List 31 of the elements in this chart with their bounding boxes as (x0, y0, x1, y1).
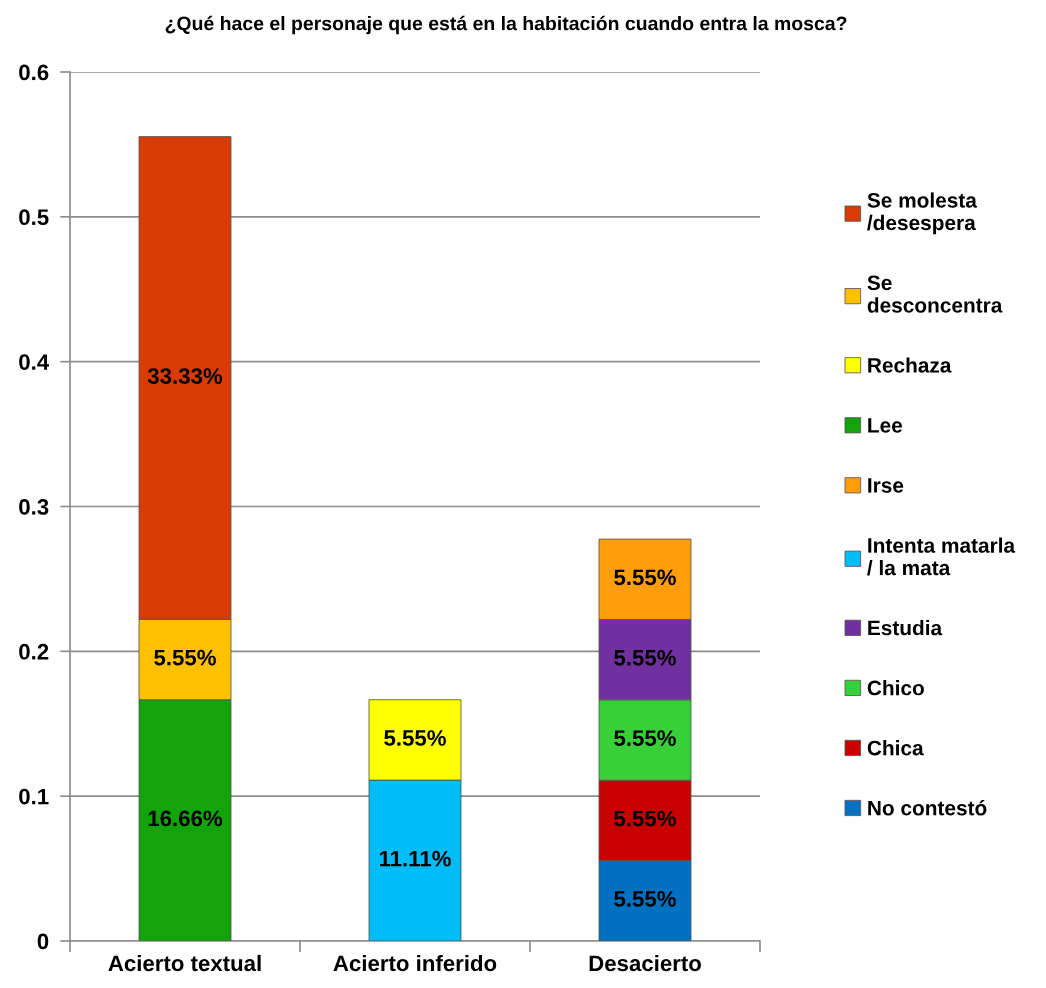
y-tick-label: 0.4 (19, 354, 50, 370)
legend-label: Se desconcentra (867, 275, 1003, 313)
y-tick-label: 0 (37, 933, 49, 950)
legend-label: Irse (868, 478, 904, 493)
data-label: 5.55% (614, 730, 676, 747)
data-label: 5.55% (154, 649, 216, 666)
chart-title: ¿Qué hace el personaje que está en la habitación cuando entra la mosca? (165, 15, 847, 35)
y-tick-label: 0.5 (19, 209, 49, 226)
data-label: 5.55% (614, 649, 676, 666)
legend-label: Intenta matarla / la mata (867, 537, 1016, 576)
y-tick-label: 0.2 (19, 643, 49, 660)
legend-label: No contestó (868, 799, 987, 816)
data-label: 5.55% (614, 891, 676, 907)
legend-label: Estudia (868, 620, 943, 636)
legend-label: Chica (867, 740, 924, 756)
y-tick-label: 0.3 (19, 499, 49, 515)
legend-label: Lee (868, 418, 903, 433)
y-tick-label: 0.1 (19, 788, 49, 805)
data-label: 5.55% (384, 730, 446, 746)
x-tick-label: Desacierto (589, 954, 701, 972)
legend-label: Rechaza (868, 357, 952, 373)
x-tick-label: Acierto inferido (333, 954, 497, 972)
legend-label: Se molesta /desespera (867, 192, 978, 235)
data-label: 33.33% (147, 368, 223, 384)
legend-label: Chico (867, 680, 924, 696)
y-tick-label: 0.6 (19, 64, 49, 81)
data-label: 5.55% (614, 569, 676, 586)
data-label: 16.66% (148, 810, 223, 827)
data-label: 11.11% (379, 850, 451, 867)
x-tick-label: Acierto textual (108, 954, 261, 972)
data-label: 5.55% (614, 810, 676, 827)
